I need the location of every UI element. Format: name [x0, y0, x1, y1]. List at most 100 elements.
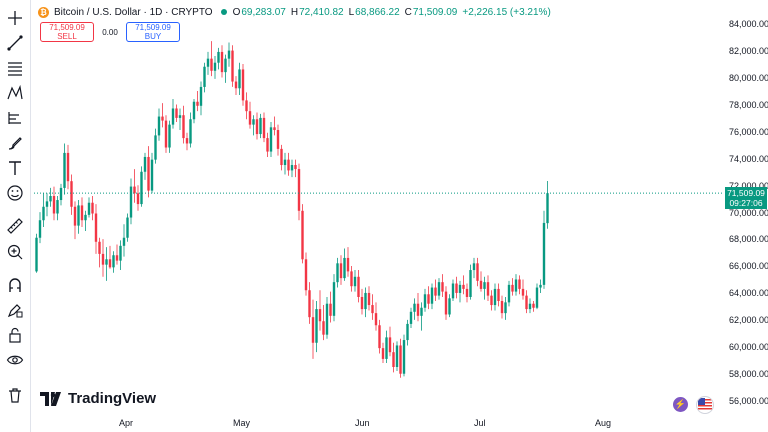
- zoom-in-icon[interactable]: [3, 240, 27, 264]
- candle-body: [80, 205, 84, 221]
- text-icon[interactable]: [3, 156, 27, 180]
- candle-body: [465, 288, 469, 297]
- flash-icon[interactable]: ⚡: [673, 397, 688, 412]
- ruler-icon[interactable]: [3, 214, 27, 238]
- candle-body: [458, 284, 462, 293]
- tradingview-logo[interactable]: TradingView: [40, 390, 156, 407]
- candle-body: [311, 317, 315, 343]
- high-label: H: [290, 6, 299, 18]
- sell-label: SELL: [57, 32, 77, 41]
- candle-body: [266, 138, 269, 152]
- price-axis-label: 66,000.00: [729, 261, 768, 272]
- candle-body: [304, 259, 308, 291]
- us-flag-icon[interactable]: [696, 396, 714, 414]
- candle-body: [343, 257, 346, 279]
- candle-body: [73, 206, 77, 226]
- candle-body: [448, 298, 451, 315]
- candle-body: [500, 301, 504, 314]
- brush-icon[interactable]: [3, 131, 27, 155]
- trash-icon[interactable]: [3, 383, 27, 407]
- candle-body: [409, 311, 413, 324]
- candle-body: [525, 295, 528, 310]
- last-price-tag: 71,509.09 09:27:06: [725, 187, 767, 209]
- candle-body: [329, 303, 332, 316]
- candle-body: [392, 352, 395, 367]
- time-axis-label: Jul: [474, 418, 486, 428]
- tradingview-logo-icon: [40, 391, 61, 406]
- candle-body: [227, 50, 231, 59]
- candle-body: [353, 276, 357, 287]
- candle-body: [185, 138, 189, 144]
- symbol-title[interactable]: Bitcoin / U.S. Dollar · 1D · CRYPTO: [54, 6, 213, 18]
- candle-body: [206, 58, 210, 67]
- candle-body: [171, 108, 175, 125]
- drawing-toolbar: [0, 0, 31, 432]
- candle-body: [528, 303, 532, 310]
- open-value: 69,283.07: [241, 6, 286, 18]
- candle-body: [276, 130, 280, 149]
- candle-body: [140, 171, 143, 205]
- trend-line-icon[interactable]: [3, 31, 27, 55]
- candle-body: [451, 283, 455, 299]
- price-axis-label: 64,000.00: [729, 288, 768, 299]
- time-axis-label: Aug: [595, 418, 612, 428]
- candle-body: [38, 220, 42, 238]
- candle-body: [472, 263, 476, 271]
- candle-body: [252, 119, 255, 125]
- price-axis-label: 74,000.00: [729, 153, 768, 164]
- candle-body: [66, 152, 70, 182]
- candle-body: [427, 294, 430, 304]
- time-axis-label: Jun: [355, 418, 370, 428]
- fib-icon[interactable]: [3, 56, 27, 80]
- candle-body: [430, 287, 434, 304]
- pattern-icon[interactable]: [3, 81, 27, 105]
- price-axis-label: 70,000.00: [729, 207, 768, 218]
- candle-body: [479, 280, 483, 289]
- candle-body: [164, 120, 168, 148]
- candle-body: [420, 307, 423, 316]
- lock-drawing-icon[interactable]: [3, 298, 27, 322]
- emoji-icon[interactable]: [3, 181, 27, 205]
- candle-body: [161, 116, 164, 121]
- buy-price: 71,509.09: [135, 23, 171, 32]
- crosshair-icon[interactable]: [3, 6, 27, 30]
- candle-body: [94, 213, 98, 242]
- candle-body: [231, 50, 234, 82]
- candle-body: [514, 279, 518, 292]
- candle-body: [437, 282, 441, 296]
- candle-body: [133, 186, 136, 194]
- candle-body: [441, 282, 444, 292]
- candle-body: [381, 348, 385, 359]
- candle-body: [374, 313, 378, 326]
- candle-body: [402, 340, 406, 374]
- magnet-icon[interactable]: [3, 273, 27, 297]
- candle-body: [290, 165, 294, 171]
- candle-body: [189, 119, 192, 144]
- sell-button[interactable]: 71,509.09 SELL: [40, 22, 94, 42]
- candle-body: [486, 282, 490, 296]
- candle-body: [168, 124, 171, 148]
- candle-body: [455, 283, 458, 293]
- candle-body: [297, 169, 301, 211]
- candle-body: [406, 323, 409, 341]
- lock-icon[interactable]: [3, 323, 27, 347]
- forecast-icon[interactable]: [3, 106, 27, 130]
- candle-body: [504, 302, 507, 314]
- bitcoin-icon: ₿: [38, 6, 49, 18]
- candle-body: [332, 282, 336, 316]
- candle-body: [322, 321, 325, 335]
- candle-body: [196, 101, 199, 106]
- eye-icon[interactable]: [3, 348, 27, 372]
- candle-body: [507, 284, 511, 303]
- buy-button[interactable]: 71,509.09 BUY: [126, 22, 180, 42]
- candle-body: [77, 205, 80, 226]
- candle-body: [105, 259, 108, 265]
- price-axis-label: 72,000.00: [729, 180, 768, 191]
- candle-body: [434, 287, 437, 296]
- candle-body: [115, 255, 119, 261]
- candle-body: [399, 345, 402, 374]
- candle-body: [532, 303, 535, 308]
- candle-body: [245, 100, 248, 112]
